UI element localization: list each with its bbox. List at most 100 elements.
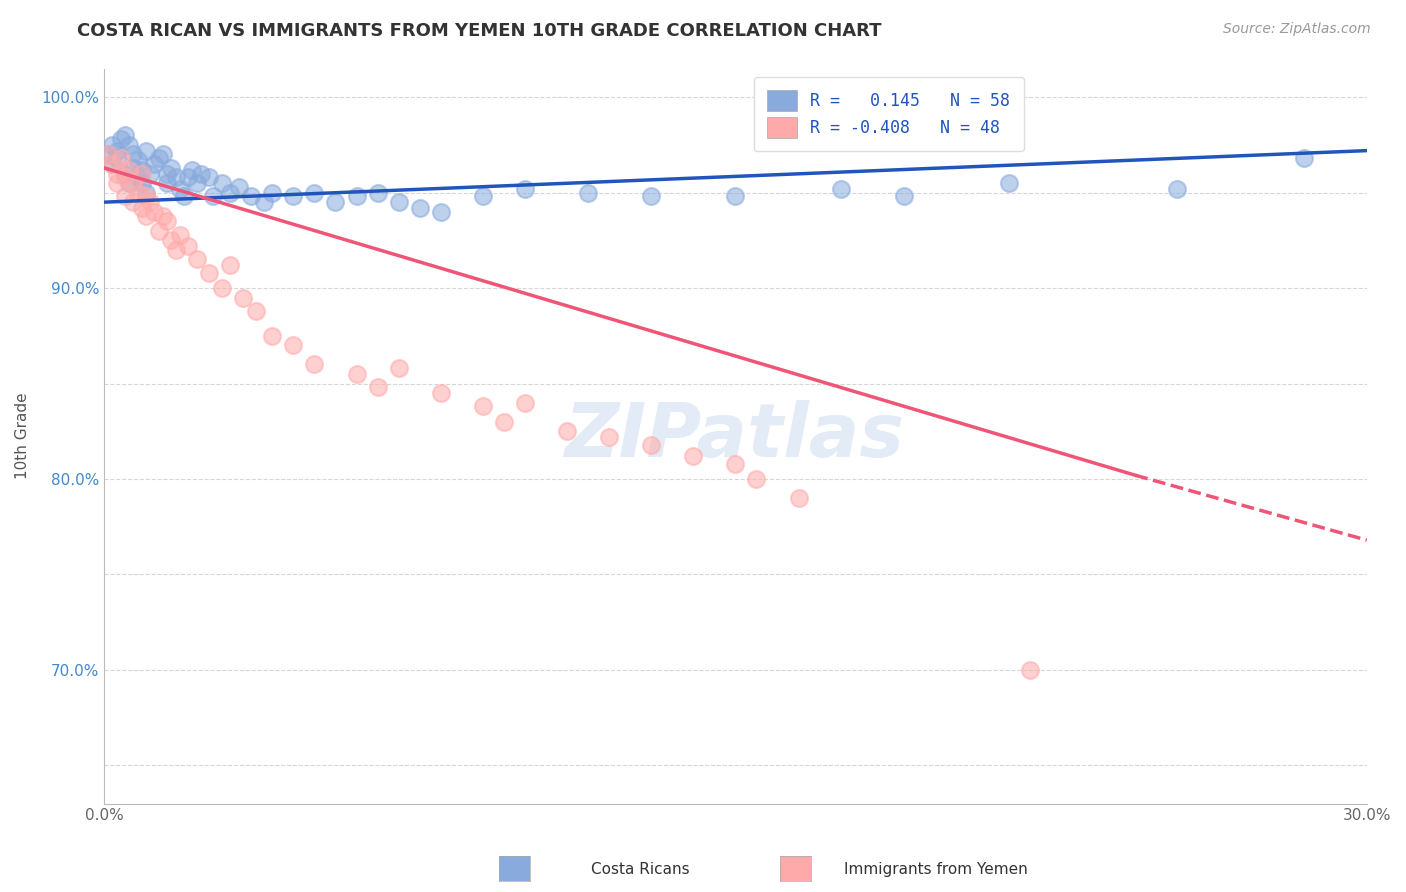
Legend: R =   0.145   N = 58, R = -0.408   N = 48: R = 0.145 N = 58, R = -0.408 N = 48 [754,77,1024,151]
Point [135,144,157,158]
Point [181,162,204,177]
Point [346,367,368,381]
Point [232,291,254,305]
Point [367,380,389,394]
Point [893,189,915,203]
Point [114,128,136,143]
Point [177,239,200,253]
Point [148,151,170,165]
Point [160,233,183,247]
Point [228,180,250,194]
Point [160,161,183,175]
Point [139,195,162,210]
Point [143,157,166,171]
Point [219,258,242,272]
Point [169,227,191,242]
Point [429,386,451,401]
Point [492,415,515,429]
Point [105,151,128,165]
Point [190,167,212,181]
Point [122,176,145,190]
Point [127,186,149,200]
Point [262,328,284,343]
Point [122,195,145,210]
Point [211,281,233,295]
Point [118,176,141,190]
Point [148,224,170,238]
Point [114,167,136,181]
Point [105,144,128,158]
Point [640,189,662,203]
Point [240,189,263,203]
Point [253,195,276,210]
Point [127,153,149,168]
Point [97,147,120,161]
Point [165,243,187,257]
Point [105,176,128,190]
Point [304,186,326,200]
Point [122,161,145,175]
Point [101,157,124,171]
Point [152,147,174,161]
Point [156,214,179,228]
Point [598,430,620,444]
Point [186,176,208,190]
Point [101,137,124,152]
Point [830,182,852,196]
Point [1019,663,1042,677]
Point [1166,182,1188,196]
Point [262,186,284,200]
Point [110,151,132,165]
Point [219,186,242,200]
Point [198,170,221,185]
Point [131,176,153,190]
Point [555,425,578,439]
Point [745,472,768,486]
Point [513,182,536,196]
Point [135,209,157,223]
Point [143,204,166,219]
Point [325,195,347,210]
Point [787,491,810,505]
Point [135,186,157,200]
Point [198,266,221,280]
Point [724,189,747,203]
Point [135,189,157,203]
Point [152,209,174,223]
Point [1292,151,1315,165]
Point [127,170,149,185]
Point [97,147,120,161]
Point [169,182,191,196]
Point [118,137,141,152]
Point [245,304,267,318]
Point [429,204,451,219]
Point [156,167,179,181]
Point [471,189,494,203]
Point [576,186,599,200]
Point [304,358,326,372]
Point [346,189,368,203]
Point [388,195,411,210]
Point [640,437,662,451]
Point [388,361,411,376]
Point [367,186,389,200]
Point [105,167,128,181]
Text: ZIPatlas: ZIPatlas [565,400,905,473]
Point [131,167,153,181]
Point [283,338,305,352]
Y-axis label: 10th Grade: 10th Grade [15,392,30,479]
Point [114,170,136,185]
Text: Source: ZipAtlas.com: Source: ZipAtlas.com [1223,22,1371,37]
Point [682,449,704,463]
Point [408,201,430,215]
Text: Immigrants from Yemen: Immigrants from Yemen [844,863,1028,877]
Point [165,170,187,185]
Point [118,162,141,177]
Point [139,167,162,181]
Point [471,400,494,414]
Point [724,457,747,471]
Point [186,252,208,267]
Point [131,201,153,215]
Point [101,157,124,171]
Text: COSTA RICAN VS IMMIGRANTS FROM YEMEN 10TH GRADE CORRELATION CHART: COSTA RICAN VS IMMIGRANTS FROM YEMEN 10T… [77,22,882,40]
